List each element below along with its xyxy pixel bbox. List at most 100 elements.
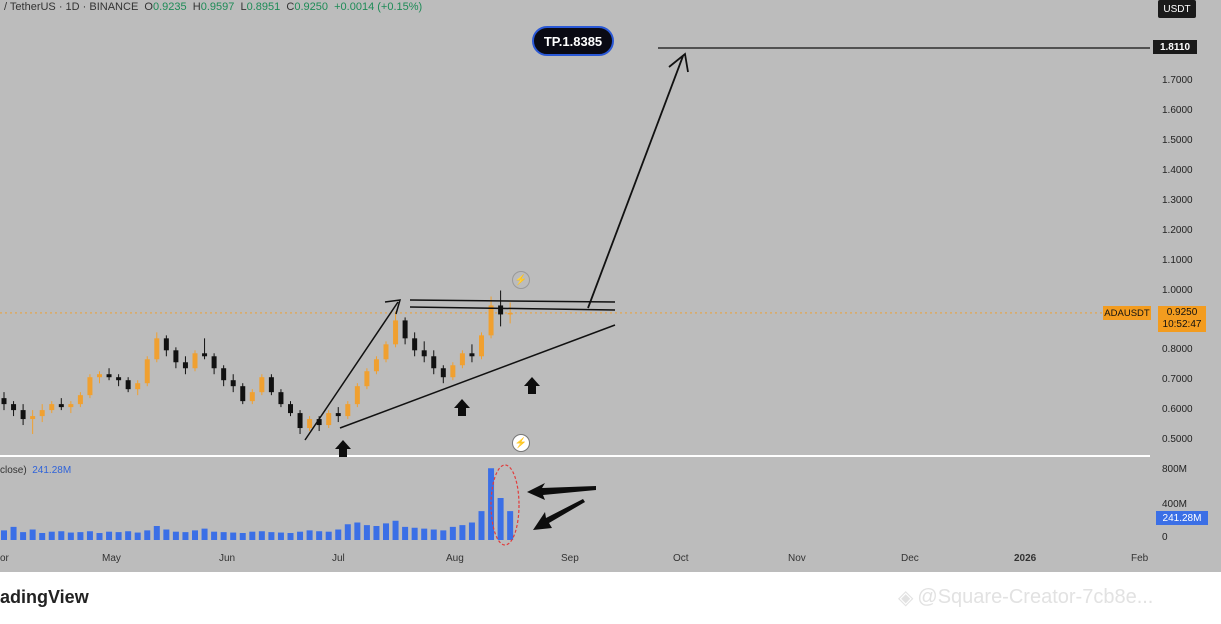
candle-body	[202, 353, 208, 357]
impulse-arrow	[304, 301, 399, 441]
volume-current-tag: 241.28M	[1156, 511, 1208, 525]
volume-bar	[306, 530, 313, 540]
up-arrow-icon	[524, 377, 540, 394]
time-tick-label: Jul	[332, 553, 345, 564]
volume-bar	[134, 532, 141, 540]
candle-body	[39, 410, 45, 417]
support-trendline	[339, 324, 616, 429]
volume-bar	[115, 532, 122, 540]
price-tick-label: 1.2000	[1162, 224, 1193, 236]
currency-label[interactable]: USDT	[1158, 0, 1196, 18]
volume-bar	[316, 531, 323, 540]
price-tick-label: 0.5000	[1162, 434, 1193, 445]
candle-body	[30, 416, 36, 420]
time-tick-label: or	[0, 553, 9, 564]
candle-body	[116, 377, 122, 381]
volume-bar	[239, 533, 246, 540]
price-axis[interactable]	[1150, 0, 1221, 572]
price-tick-label: 1.4000	[1162, 164, 1193, 176]
current-price-value: 0.9250	[1166, 307, 1198, 318]
price-tick-label: 1.5000	[1162, 135, 1193, 146]
volume-bar	[440, 530, 447, 540]
candle-body	[268, 377, 274, 393]
volume-bar	[325, 531, 332, 540]
up-arrow-icon	[454, 399, 470, 416]
candle-body	[230, 380, 236, 387]
candle-body	[431, 356, 437, 369]
candle-body	[259, 377, 265, 393]
volume-bar	[335, 529, 342, 540]
candle-body	[20, 410, 26, 420]
watermark: ◈ @Square-Creator-7cb8e...	[898, 585, 1153, 610]
candle-body	[383, 344, 389, 360]
candle-body	[163, 338, 169, 351]
volume-bar	[220, 532, 227, 540]
time-tick-label: Dec	[901, 553, 919, 564]
target-price-badge: TP.1.8385	[532, 26, 614, 56]
volume-bar	[67, 532, 74, 540]
candle-body	[278, 392, 284, 405]
candle-body	[182, 362, 188, 369]
candle-body	[211, 356, 217, 369]
candle-body	[479, 335, 484, 357]
volume-tick-label: 400M	[1162, 499, 1188, 510]
symbol-header: / TetherUS · 1D · BINANCE O0.9235 H0.959…	[4, 1, 423, 13]
chart-area[interactable]	[0, 0, 1150, 572]
candle-body	[144, 359, 150, 384]
candle-body	[345, 404, 351, 417]
candle-body	[393, 320, 399, 345]
candle-body	[173, 350, 179, 363]
volume-bar	[1, 530, 7, 540]
candle-body	[307, 419, 313, 429]
countdown-value: 10:52:47	[1162, 319, 1202, 330]
volume-bar	[20, 532, 27, 540]
volume-bar	[39, 533, 46, 540]
candle-body	[125, 380, 131, 390]
candle-body	[440, 368, 446, 378]
candle-body	[373, 359, 379, 372]
watermark-text: @Square-Creator-7cb8e...	[917, 586, 1154, 608]
impulse-arrowhead	[384, 299, 402, 315]
volume-bar	[77, 532, 84, 540]
volume-bar	[10, 526, 17, 540]
price-tick-label: 0.8000	[1162, 344, 1193, 356]
candle-body	[488, 305, 494, 336]
volume-bar	[172, 531, 179, 540]
volume-bar	[497, 498, 504, 540]
volume-legend-label: close)	[0, 465, 27, 476]
candle-body	[97, 374, 102, 378]
time-tick-label: Jun	[219, 553, 236, 564]
pointer-arrow-icon	[527, 483, 596, 500]
candle-body	[421, 350, 427, 357]
change-value: +0.0014 (+0.15%)	[334, 1, 423, 13]
lightning-icon[interactable]: ⚡	[512, 271, 530, 289]
candle-body	[58, 404, 64, 408]
volume-bar	[106, 531, 113, 540]
candle-body	[49, 404, 55, 411]
lightning-icon[interactable]: ⚡	[512, 434, 530, 452]
volume-bar	[182, 532, 189, 540]
volume-bar	[297, 531, 304, 540]
volume-bar	[478, 511, 485, 540]
candle-body	[288, 404, 293, 414]
volume-bar	[144, 530, 151, 540]
current-price-tag: 0.9250 10:52:47	[1158, 306, 1206, 332]
volume-bar	[373, 526, 380, 540]
high-value: 0.9597	[200, 1, 235, 13]
symbol-text: / TetherUS · 1D · BINANCE	[4, 1, 139, 13]
volume-bar	[287, 533, 294, 540]
volume-bar	[383, 523, 389, 540]
time-tick-label: Sep	[561, 553, 579, 564]
candle-body	[469, 353, 475, 357]
volume-bar	[249, 531, 256, 540]
candle-body	[412, 338, 418, 351]
volume-bar	[449, 526, 456, 540]
price-tick-label: 1.6000	[1162, 105, 1193, 117]
candle-body	[354, 386, 360, 405]
volume-bar	[392, 520, 399, 540]
volume-bar	[344, 524, 351, 540]
time-tick-label: May	[102, 553, 121, 564]
price-chart[interactable]	[0, 0, 1150, 572]
price-tick-label: 1.1000	[1162, 254, 1193, 266]
candle-body	[77, 395, 83, 405]
